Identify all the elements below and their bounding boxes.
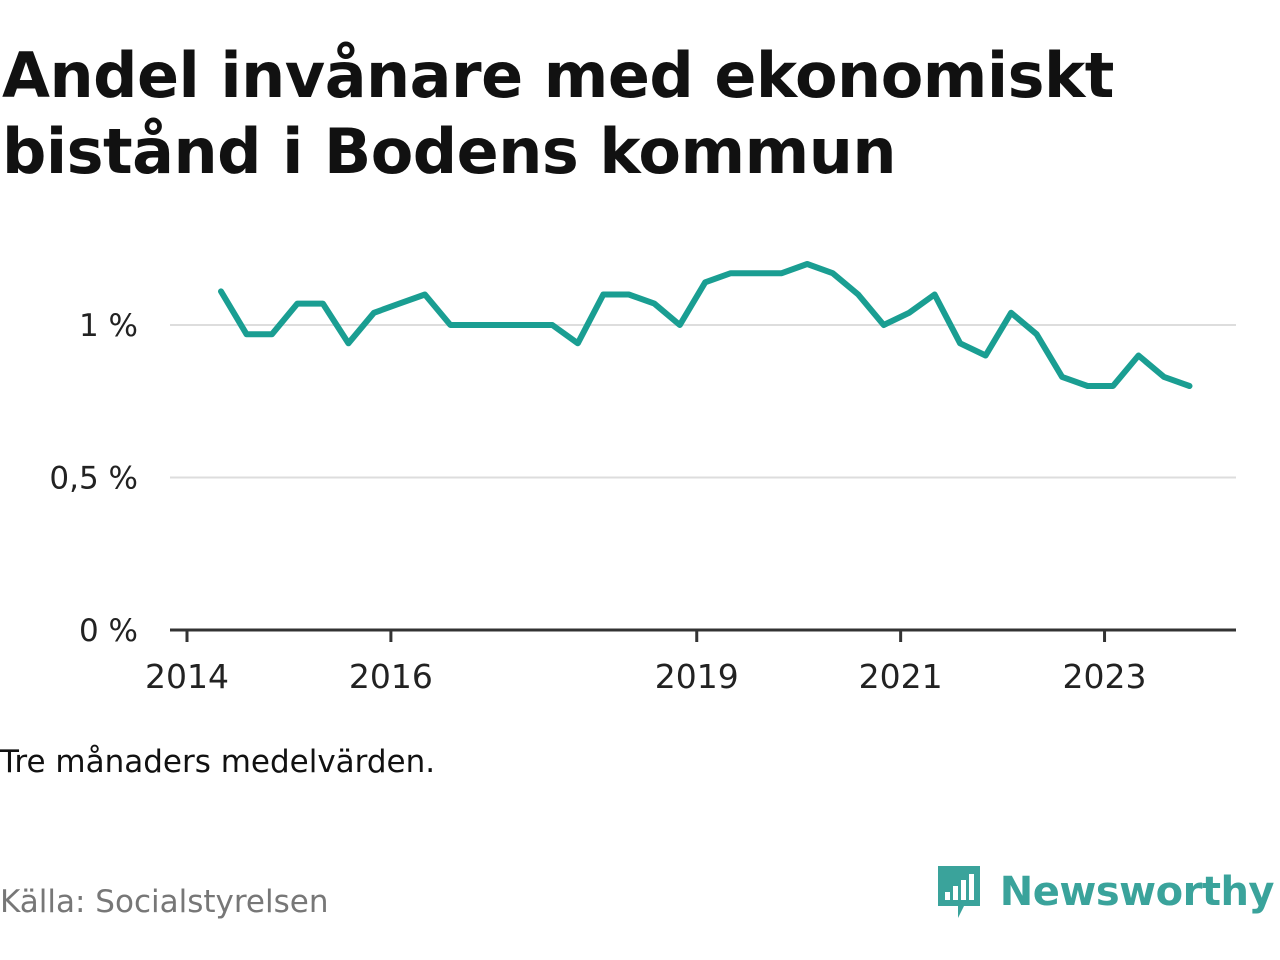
y-tick-label: 1 % (79, 308, 138, 344)
chart-source: Källa: Socialstyrelsen (0, 884, 329, 920)
x-tick-label: 2014 (145, 657, 229, 696)
x-tick-label: 2019 (655, 657, 739, 696)
y-tick-label: 0,5 % (49, 461, 138, 497)
brand-name: Newsworthy (999, 869, 1275, 915)
y-axis-ticks: 0 % 0,5 % 1 % (49, 308, 138, 649)
grid-lines (170, 324, 1236, 479)
y-tick-label: 0 % (79, 613, 138, 649)
x-tick-label: 2021 (859, 657, 943, 696)
x-tick-label: 2023 (1063, 657, 1147, 696)
x-tick-label: 2016 (349, 657, 433, 696)
line-chart: 0 % 0,5 % 1 % 2014 2016 2019 2021 2023 (49, 261, 1236, 696)
chart-note: Tre månaders medelvärden. (0, 744, 436, 780)
chart-title: Andel invånare med ekonomiskt bistånd i … (2, 39, 1114, 188)
x-axis: 2014 2016 2019 2021 2023 (145, 628, 1236, 696)
series-layer (218, 261, 1193, 389)
bar-chart-speech-bubble-icon (937, 866, 980, 918)
newsworthy-logo: Newsworthy (934, 862, 1275, 922)
